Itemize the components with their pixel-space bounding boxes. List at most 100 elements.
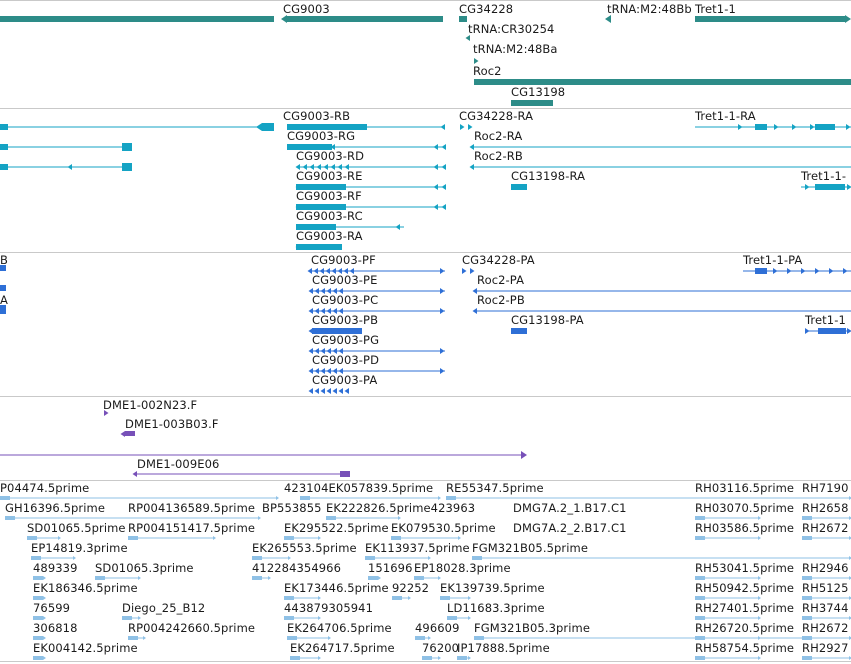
est-label[interactable]: EP18028.3prime	[414, 561, 511, 575]
protein-label[interactable]: A	[0, 293, 8, 307]
bac-label[interactable]: DME1-003B03.F	[125, 417, 219, 431]
est-label[interactable]: P04474.5prime	[0, 481, 90, 495]
est-label[interactable]: RH7190	[802, 481, 849, 495]
est-label[interactable]: SD01065.3prime	[95, 561, 194, 575]
gene-label-cg9003[interactable]: CG9003	[283, 2, 330, 16]
est-label[interactable]: EK113937.5prime	[365, 541, 470, 555]
est-label[interactable]: 151696	[368, 561, 413, 575]
est-label[interactable]: EP14819.3prime	[31, 541, 128, 555]
protein-label[interactable]: CG9003-PB	[312, 313, 379, 327]
gene-label-trna-cr30254[interactable]: tRNA:CR30254	[468, 22, 555, 36]
est-label[interactable]: EK265553.5prime	[252, 541, 357, 555]
est-label[interactable]: RP004136589.5prime	[128, 501, 256, 515]
est-label[interactable]: EK173446.5prime	[284, 581, 389, 595]
est-label[interactable]: RH26720.5prime	[695, 621, 795, 635]
est-label[interactable]: RH03070.5prime	[695, 501, 795, 515]
est-label[interactable]: DMG7A.2_2.B17.C1	[513, 521, 627, 535]
protein-label[interactable]: Roc2-PB	[477, 293, 525, 307]
est-label[interactable]: EK264717.5prime	[290, 641, 395, 655]
est-label[interactable]: 423104EK057839.5prime	[284, 481, 434, 495]
protein-label[interactable]: B	[0, 253, 8, 267]
est-label[interactable]: EK222826.5prime423963	[326, 501, 476, 515]
strand-reverse-arrow	[319, 268, 324, 274]
est-label[interactable]: EK004142.5prime	[33, 641, 138, 655]
bac-label[interactable]: DME1-002N23.F	[103, 398, 198, 412]
bac-label[interactable]: DME1-009E06	[137, 457, 220, 471]
est-label[interactable]: 489339	[33, 561, 78, 575]
transcript-label[interactable]: CG9003-RB	[283, 109, 351, 123]
protein-label[interactable]: CG9003-PC	[312, 293, 379, 307]
est-label[interactable]: RH2927	[802, 641, 849, 655]
protein-label[interactable]: CG9003-PG	[312, 333, 380, 347]
est-label[interactable]: RP004151417.5prime	[128, 521, 256, 535]
est-label[interactable]: RH2672	[802, 621, 849, 635]
est-label[interactable]: RH03586.5prime	[695, 521, 795, 535]
protein-label[interactable]: Roc2-PA	[477, 273, 525, 287]
protein-label[interactable]: Tret1-1-PA	[743, 253, 803, 267]
gene-label-cg34228[interactable]: CG34228	[459, 2, 514, 16]
est-label[interactable]: 412284354966	[252, 561, 341, 575]
est-label[interactable]: EK264706.5prime	[287, 621, 392, 635]
est-label[interactable]: Diego_25_B12	[122, 601, 206, 615]
transcript-label[interactable]: Roc2-RB	[474, 149, 523, 163]
transcript-label[interactable]: CG9003-RC	[296, 209, 363, 223]
transcript-label[interactable]: CG9003-RE	[296, 169, 363, 183]
est-label[interactable]: EK079530.5prime	[391, 521, 496, 535]
transcript-label[interactable]: CG9003-RA	[296, 229, 363, 243]
strand-reverse-arrow	[316, 184, 321, 190]
est-label[interactable]: RH58754.5prime	[695, 641, 795, 655]
est-label[interactable]: 443879305941	[284, 601, 373, 615]
est-label[interactable]: RH2658	[802, 501, 849, 515]
est-label[interactable]: RH3744	[802, 601, 849, 615]
transcript-label[interactable]: CG9003-RD	[296, 149, 365, 163]
protein-label[interactable]: CG34228-PA	[462, 253, 535, 267]
protein-label[interactable]: CG9003-PA	[312, 373, 378, 387]
est-label[interactable]: EK139739.5prime	[440, 581, 545, 595]
transcript-label[interactable]: Tret1-1-RA	[695, 109, 756, 123]
est-label[interactable]: 76599	[33, 601, 71, 615]
est-label[interactable]: EK295522.5prime	[284, 521, 389, 535]
est-label[interactable]: RP004242660.5prime	[128, 621, 256, 635]
protein-label[interactable]: CG9003-PF	[311, 253, 376, 267]
est-label[interactable]: RH2946	[802, 561, 849, 575]
transcript-label[interactable]: CG34228-RA	[459, 109, 534, 123]
protein-label[interactable]: CG9003-PE	[312, 273, 378, 287]
est-label[interactable]: IP17888.5prime	[457, 641, 550, 655]
est-label[interactable]: 306818	[33, 621, 78, 635]
transcript-label[interactable]: CG9003-RG	[287, 129, 356, 143]
est-label[interactable]: DMG7A.2_1.B17.C1	[513, 501, 627, 515]
est-label[interactable]: FGM321B05.5prime	[472, 541, 588, 555]
transcript-label[interactable]: Roc2-RA	[474, 129, 523, 143]
est-label[interactable]: RH5125	[802, 581, 849, 595]
est-label[interactable]: 76200	[422, 641, 460, 655]
gene-label-trna-m2-48ba[interactable]: tRNA:M2:48Ba	[473, 42, 558, 56]
est-label[interactable]: RH03116.5prime	[695, 481, 795, 495]
exon-block	[31, 556, 41, 560]
est-label[interactable]: BP553855	[262, 501, 322, 515]
protein-label[interactable]: CG13198-PA	[511, 313, 584, 327]
est-label[interactable]: RH50942.5prime	[695, 581, 795, 595]
strand-reverse-arrow	[441, 184, 446, 190]
est-label[interactable]: RE55347.5prime	[446, 481, 544, 495]
est-label[interactable]: GH16396.5prime	[5, 501, 106, 515]
gene-label-roc2[interactable]: Roc2	[473, 64, 502, 78]
protein-label[interactable]: CG9003-PD	[312, 353, 380, 367]
transcript-label[interactable]: CG9003-RF	[296, 189, 362, 203]
est-label[interactable]: 496609	[415, 621, 460, 635]
strand-reverse-arrow	[316, 144, 321, 150]
gene-label-tret1-1[interactable]: Tret1-1	[695, 2, 736, 16]
gene-label-trna-m2-48bb[interactable]: tRNA:M2:48Bb	[607, 2, 692, 16]
est-label[interactable]: FGM321B05.3prime	[474, 621, 590, 635]
protein-label[interactable]: Tret1-1	[805, 313, 846, 327]
est-label[interactable]: LD11683.3prime	[447, 601, 545, 615]
est-label[interactable]: RH27401.5prime	[695, 601, 795, 615]
est-label[interactable]: SD01065.5prime	[27, 521, 126, 535]
transcript-label[interactable]: CG13198-RA	[511, 169, 586, 183]
est-label[interactable]: RH2672	[802, 521, 849, 535]
transcript-label[interactable]: Tret1-1-	[801, 169, 847, 183]
est-label[interactable]: EK186346.5prime	[33, 581, 138, 595]
est-label[interactable]: 92252	[392, 581, 430, 595]
est-label[interactable]: RH53041.5prime	[695, 561, 795, 575]
gene-label-cg13198[interactable]: CG13198	[511, 85, 566, 99]
strand-forward-arrow	[515, 184, 520, 190]
